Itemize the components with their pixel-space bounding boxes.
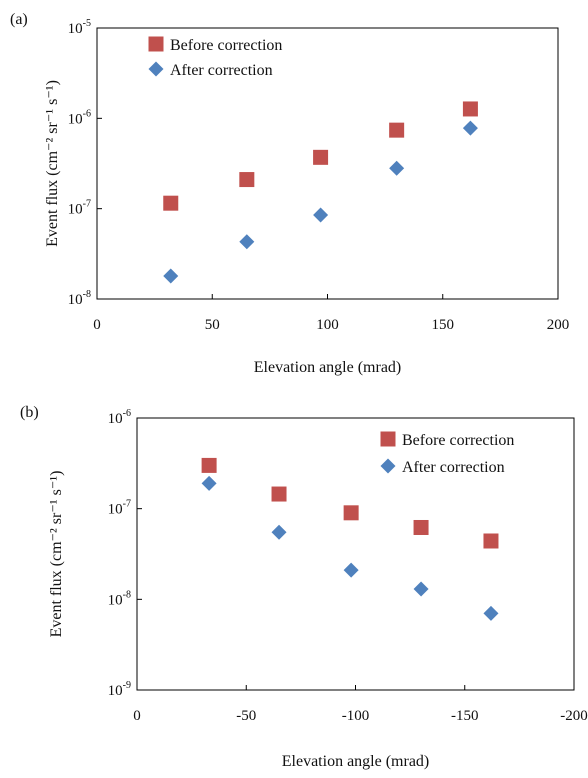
legend-label: After correction — [170, 62, 273, 79]
series-before-correction — [201, 457, 499, 549]
panel-label: (b) — [20, 404, 39, 421]
x-axis-label: Elevation angle (mrad) — [254, 359, 402, 376]
data-point-square — [163, 195, 179, 211]
x-tick-label: -200 — [560, 708, 588, 724]
y-axis-label: Event flux (cm⁻² sr⁻¹ s⁻¹) — [48, 471, 65, 638]
x-tick-label: 0 — [133, 708, 141, 724]
y-tick-label: 10-7 — [108, 499, 131, 518]
x-axis-label: Elevation angle (mrad) — [282, 753, 430, 770]
data-point-diamond — [389, 160, 405, 176]
series-before-correction — [163, 101, 478, 211]
chart-panel-a: (a) 0 50 100 150 200 10-8 10-7 10-6 10-5 Elevation… — [10, 11, 569, 376]
data-point-diamond — [163, 268, 179, 284]
series-after-correction — [201, 475, 499, 621]
data-point-square — [462, 101, 478, 117]
panel-label: (a) — [10, 11, 28, 28]
legend-marker — [148, 36, 164, 52]
x-tick-label: 50 — [205, 317, 220, 333]
series-after-correction — [163, 120, 478, 284]
data-point-square — [271, 486, 287, 502]
chart-panel-b: (b) 0 -50 -100 -150 -200 10-9 10-8 10-7 10-6 Eleva… — [20, 404, 588, 770]
legend-marker — [380, 458, 396, 474]
data-point-square — [313, 149, 329, 165]
data-point-diamond — [271, 524, 287, 540]
y-tick-label: 10-7 — [68, 199, 91, 218]
data-point-square — [239, 172, 255, 188]
y-tick-label: 10-9 — [108, 680, 131, 699]
legend-marker — [148, 61, 164, 77]
y-tick-label: 10-6 — [68, 108, 91, 127]
legend: Before correction After correction — [148, 36, 282, 79]
x-tick-label: 200 — [547, 317, 570, 333]
legend-label: Before correction — [402, 432, 514, 449]
x-tick-label: -50 — [236, 708, 256, 724]
legend-label: Before correction — [170, 37, 282, 54]
y-tick-label: 10-5 — [68, 18, 91, 37]
x-tick-label: 0 — [93, 317, 101, 333]
y-tick-label: 10-8 — [68, 289, 91, 308]
data-point-diamond — [201, 475, 217, 491]
data-point-diamond — [313, 207, 329, 223]
data-point-diamond — [413, 581, 429, 597]
data-point-diamond — [483, 605, 499, 621]
y-tick-label: 10-8 — [108, 589, 131, 608]
x-tick-label: -100 — [342, 708, 370, 724]
legend: Before correction After correction — [380, 431, 514, 476]
y-axis-label: Event flux (cm⁻² sr⁻¹ s⁻¹) — [44, 80, 61, 247]
legend-marker — [380, 431, 396, 447]
y-tick-label: 10-6 — [108, 408, 131, 427]
x-tick-label: 150 — [432, 317, 455, 333]
data-point-square — [413, 519, 429, 535]
data-point-diamond — [462, 120, 478, 136]
x-tick-label: -150 — [451, 708, 479, 724]
data-point-square — [201, 457, 217, 473]
data-point-square — [483, 533, 499, 549]
data-point-square — [389, 122, 405, 138]
data-point-square — [343, 505, 359, 521]
legend-label: After correction — [402, 459, 505, 476]
data-point-diamond — [343, 562, 359, 578]
x-tick-label: 100 — [316, 317, 339, 333]
data-point-diamond — [239, 234, 255, 250]
